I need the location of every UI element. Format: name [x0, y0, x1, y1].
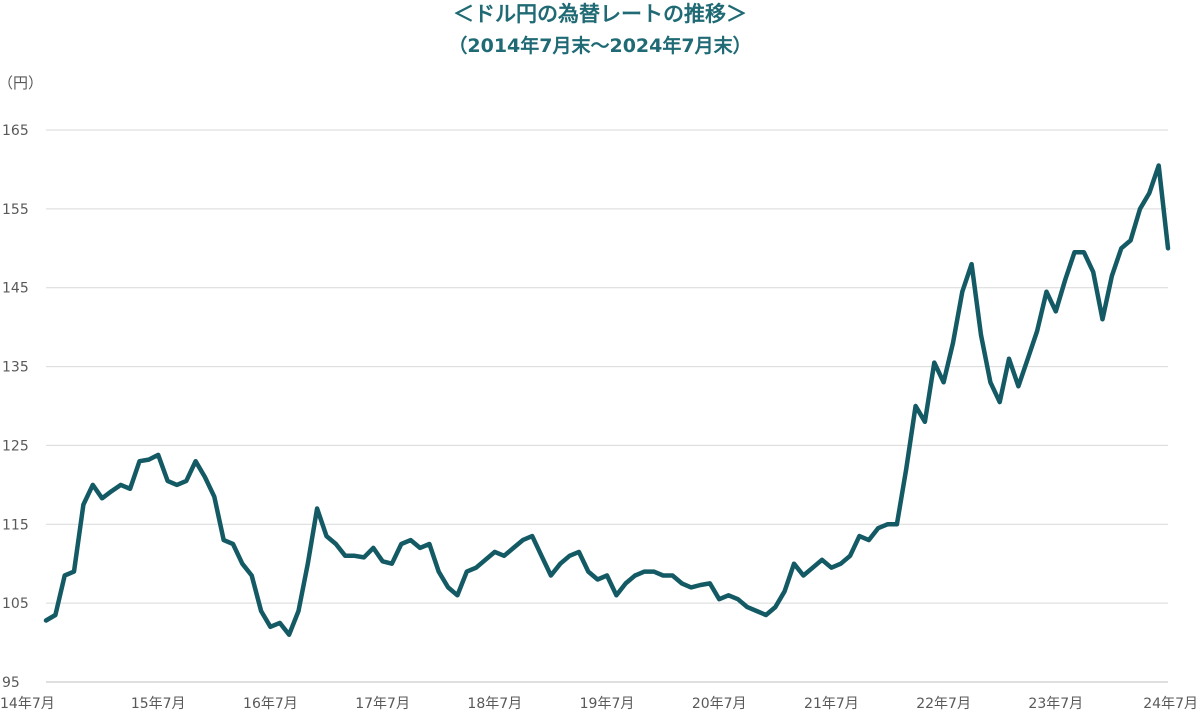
y-axis-ticks: 95 105 115 125 135 145 155 165 [2, 123, 29, 691]
chart-subtitle: （2014年7月末～2024年7月末） [448, 34, 751, 57]
y-tick-label: 125 [2, 438, 29, 454]
y-tick-label: 145 [2, 281, 29, 297]
gridlines [46, 129, 1168, 683]
x-tick-label: 22年7月 [916, 696, 971, 712]
x-tick-label: 24年7月 [1143, 696, 1198, 712]
y-tick-label: 165 [2, 123, 29, 139]
x-tick-label: 20年7月 [692, 696, 747, 712]
x-tick-label: 19年7月 [580, 696, 635, 712]
x-tick-label: 16年7月 [243, 696, 298, 712]
series-line-usd-jpy [43, 163, 1171, 637]
y-tick-label: 115 [2, 517, 29, 533]
y-tick-label: 105 [2, 596, 29, 612]
x-tick-label: 18年7月 [467, 696, 522, 712]
x-axis-ticks: 14年7月 15年7月 16年7月 17年7月 18年7月 19年7月 20年7月 21年7月… [0, 696, 1198, 712]
x-tick-label: 15年7月 [131, 696, 186, 712]
chart-title: ＜ドル円の為替レートの推移＞ [453, 2, 747, 26]
x-tick-label: 21年7月 [804, 696, 859, 712]
y-tick-label: 155 [2, 202, 29, 218]
y-tick-label: 95 [2, 675, 20, 691]
y-tick-label: 135 [2, 360, 29, 376]
y-axis-unit-label: （円） [0, 74, 43, 92]
x-tick-label: 14年7月 [0, 696, 55, 712]
x-tick-label: 17年7月 [355, 696, 410, 712]
x-tick-label: 23年7月 [1028, 696, 1083, 712]
